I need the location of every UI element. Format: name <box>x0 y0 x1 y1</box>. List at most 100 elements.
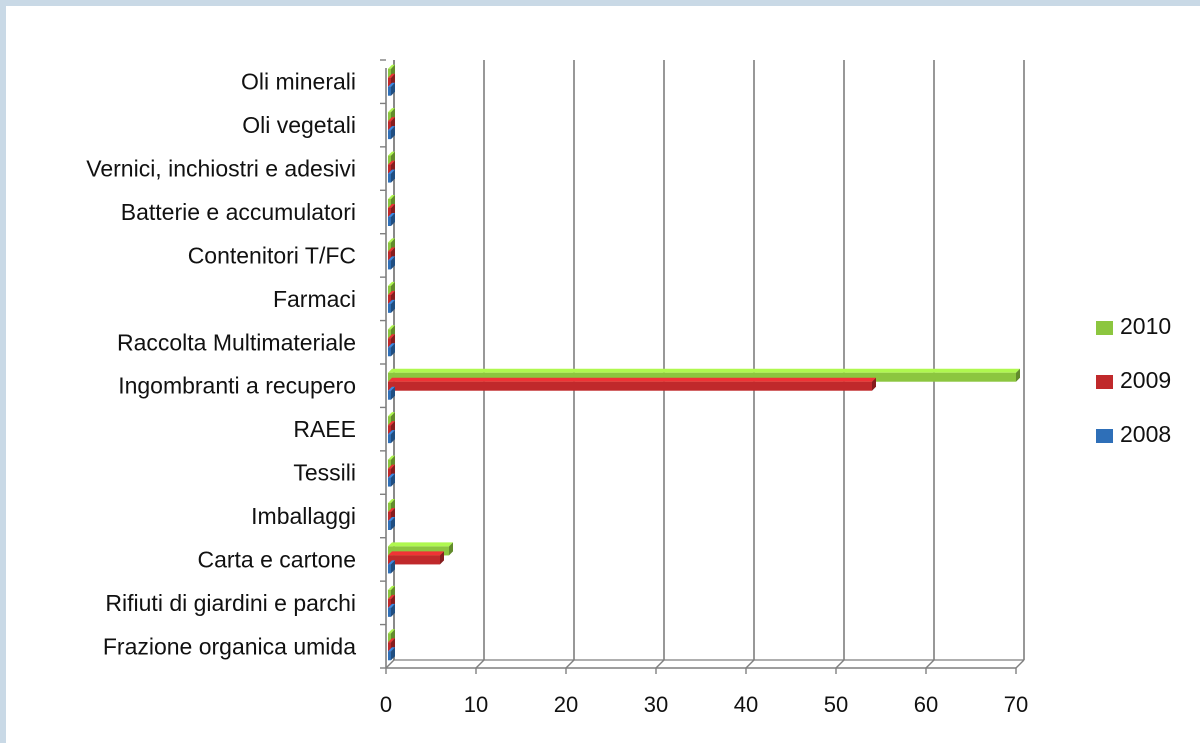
bar-front-face <box>388 512 391 521</box>
legend-label-2010: 2010 <box>1120 313 1171 339</box>
category-label-contenitori-t-fc: Contenitori T/FC <box>188 242 356 268</box>
bar-front-face <box>388 285 391 295</box>
bar-front-face <box>388 68 391 78</box>
legend-label-2008: 2008 <box>1120 421 1171 447</box>
legend-swatch-2008 <box>1096 429 1113 443</box>
floor-edge-0 <box>385 659 395 669</box>
bar-front-face <box>388 521 391 530</box>
bar-front-face <box>388 77 391 87</box>
floor-edge-10 <box>475 659 485 669</box>
legend-item-2009: 2009 <box>1096 367 1171 393</box>
bar-top-face <box>388 151 395 156</box>
floor-edge-30 <box>655 659 665 669</box>
bar-carta-e-cartone-2010 <box>388 542 453 556</box>
tick-label-60: 60 <box>914 692 938 717</box>
bar-end-face <box>391 126 395 140</box>
category-label-farmaci: Farmaci <box>273 286 356 312</box>
bar-top-face <box>388 386 395 391</box>
bar-farmaci-2008 <box>388 299 395 313</box>
bar-end-face <box>391 560 395 574</box>
bar-front-face <box>388 633 391 643</box>
bar-front-face <box>388 372 1016 382</box>
bar-ingombranti-a-recupero-2008 <box>388 386 395 400</box>
bar-top-face <box>388 108 395 113</box>
bar-end-face <box>391 256 395 270</box>
bar-carta-e-cartone-2008 <box>388 560 395 574</box>
bar-ingombranti-a-recupero-2010 <box>388 368 1020 382</box>
legend-label-2009: 2009 <box>1120 367 1171 393</box>
bar-front-face <box>388 434 391 444</box>
bar-vernici-inchiostri-e-adesivi-2008 <box>388 169 395 183</box>
bar-top-face <box>388 160 395 165</box>
tick-label-30: 30 <box>644 692 668 717</box>
bar-tessili-2008 <box>388 473 395 487</box>
bar-top-face <box>388 213 395 217</box>
bar-top-face <box>388 281 395 286</box>
bar-top-face <box>388 412 395 417</box>
bar-front-face <box>388 416 391 426</box>
bar-top-face <box>388 204 395 208</box>
bar-front-face <box>388 468 391 478</box>
category-label-oli-vegetali: Oli vegetali <box>242 112 356 138</box>
category-label-batterie-e-accumulatori: Batterie e accumulatori <box>121 199 356 225</box>
bar-top-face <box>388 638 395 643</box>
category-label-ingombranti-a-recupero: Ingombranti a recupero <box>118 373 356 399</box>
bar-raccolta-multimateriale-2008 <box>388 343 395 357</box>
category-labels: Oli minerali Oli vegetali Vernici, inchios… <box>86 69 356 660</box>
bar-front-face <box>388 347 391 357</box>
bar-end-face <box>440 551 444 565</box>
bar-front-face <box>388 381 872 391</box>
bar-batterie-e-accumulatori-2008 <box>388 213 395 226</box>
bar-end-face <box>391 603 395 617</box>
bar-front-face <box>388 651 391 661</box>
bar-end-face <box>391 517 395 530</box>
bar-front-face <box>388 303 391 313</box>
bar-top-face <box>388 368 1020 373</box>
bar-front-face <box>388 329 391 339</box>
bar-front-face <box>388 251 391 261</box>
bar-end-face <box>391 430 395 444</box>
category-label-raccolta-multimateriale: Raccolta Multimateriale <box>117 329 356 355</box>
bar-end-face <box>1016 368 1020 382</box>
bar-top-face <box>388 585 395 590</box>
bar-front-face <box>388 173 391 183</box>
bar-top-face <box>388 508 395 512</box>
category-label-frazione-organica-umida: Frazione organica umida <box>103 633 356 659</box>
bar-top-face <box>388 195 395 199</box>
bar-end-face <box>391 647 395 661</box>
legend: 2010 2009 2008 <box>1096 313 1171 447</box>
bar-end-face <box>391 169 395 183</box>
tick-label-50: 50 <box>824 692 848 717</box>
bar-front-face <box>388 242 391 252</box>
bar-front-face <box>388 130 391 140</box>
legend-item-2010: 2010 <box>1096 313 1171 339</box>
bar-front-face <box>388 112 391 122</box>
floor-edge-40 <box>745 659 755 669</box>
category-label-imballaggi: Imballaggi <box>251 503 356 529</box>
bar-front-face <box>388 555 440 565</box>
bar-front-face <box>388 477 391 487</box>
bar-ingombranti-a-recupero-2009 <box>388 377 876 391</box>
bar-top-face <box>388 594 395 599</box>
bar-front-face <box>388 607 391 617</box>
bar-front-face <box>388 164 391 174</box>
bar-front-face <box>388 589 391 599</box>
bar-top-face <box>388 247 395 252</box>
bar-end-face <box>872 377 876 391</box>
bar-front-face <box>388 546 449 556</box>
bar-top-face <box>388 117 395 122</box>
tick-labels: 0 10 20 30 40 50 60 70 <box>380 692 1028 717</box>
bar-front-face <box>388 390 391 400</box>
bar-end-face <box>391 213 395 226</box>
bar-top-face <box>388 542 453 547</box>
bar-chart: Oli minerali Oli vegetali Vernici, inchios… <box>86 59 1171 717</box>
legend-item-2008: 2008 <box>1096 421 1171 447</box>
floor-edge-60 <box>925 659 935 669</box>
bar-top-face <box>388 126 395 131</box>
bar-front-face <box>388 642 391 652</box>
bar-top-face <box>388 517 395 521</box>
tick-label-10: 10 <box>464 692 488 717</box>
bar-front-face <box>388 121 391 131</box>
floor-edge-50 <box>835 659 845 669</box>
